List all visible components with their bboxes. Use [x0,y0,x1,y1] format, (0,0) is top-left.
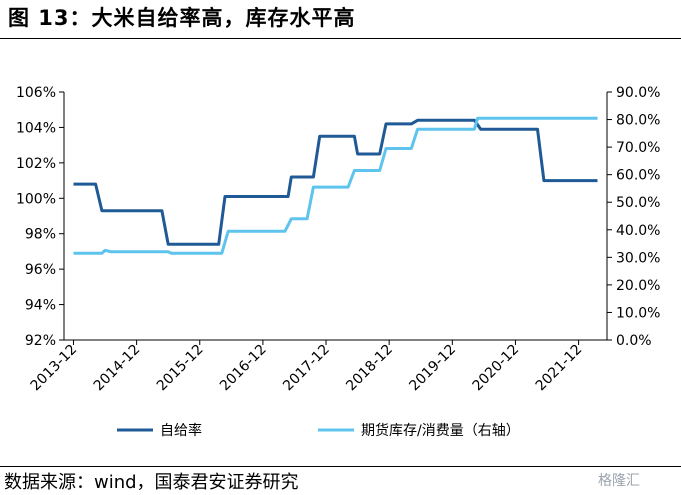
axes [63,92,608,341]
right-tick-label: 90.0% [616,85,660,101]
x-axis-ticks: 2013-12 2014-12 2015-12 2016-12 2017-12 2018-… [28,340,586,395]
series-line-self-sufficiency [73,118,598,246]
series-line-inventory-ratio [73,116,598,255]
legend-label: 自给率 [160,422,202,439]
x-tick-label: 2014-12 [91,342,144,395]
right-tick-label: 30.0% [616,250,660,266]
right-tick-label: 10.0% [616,305,660,321]
x-tick-label: 2016-12 [217,342,270,395]
right-tick-label: 20.0% [616,278,660,294]
title-divider [0,38,681,39]
left-tick-label: 100% [16,191,56,207]
source-note: 数据来源：wind，国泰君安证券研究 [4,472,299,493]
left-tick-label: 102% [16,156,56,172]
x-tick-label: 2021-12 [533,342,586,395]
left-tick-label: 104% [16,120,56,136]
left-tick-label: 98% [25,227,56,243]
x-tick-label: 2013-12 [28,342,81,395]
right-tick-label: 0.0% [616,333,652,349]
left-tick-label: 92% [25,333,56,349]
left-axis-ticks: 92% 94% 96% 98% 100% 102% 104% 106% [16,85,64,349]
x-tick-label: 2015-12 [154,342,207,395]
x-tick-label: 2019-12 [406,342,459,395]
legend-label: 期货库存/消费量（右轴） [361,422,520,439]
right-tick-label: 50.0% [616,195,660,211]
right-tick-label: 40.0% [616,223,660,239]
watermark-logo: 格隆汇 [598,473,640,489]
x-tick-label: 2018-12 [343,342,396,395]
x-tick-label: 2017-12 [280,342,333,395]
right-axis-ticks: 0.0% 10.0% 20.0% 30.0% 40.0% 50.0% 60.0% 70.0% 8… [607,85,660,349]
source-divider [0,466,681,467]
x-tick-label: 2020-12 [470,342,523,395]
series-layer [73,116,598,255]
left-tick-label: 106% [16,85,56,101]
left-tick-label: 96% [25,262,56,278]
right-tick-label: 60.0% [616,168,660,184]
right-tick-label: 80.0% [616,113,660,129]
left-tick-label: 94% [25,298,56,314]
line-chart: 92% 94% 96% 98% 100% 102% 104% 106% 0.0% 10.0% 20… [16,85,661,439]
right-tick-label: 70.0% [616,140,660,156]
legend: 自给率 期货库存/消费量（右轴） [117,422,520,439]
chart-title: 图 13：大米自给率高，库存水平高 [8,6,356,30]
